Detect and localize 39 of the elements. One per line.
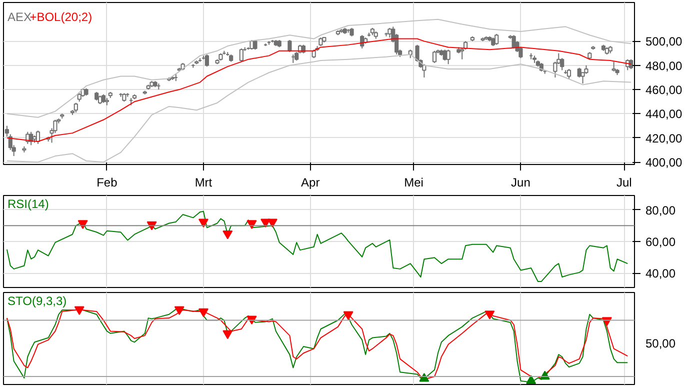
text: 50,00 (646, 336, 676, 351)
y-tick-label: 60,00 (646, 235, 676, 249)
point (484, 310, 495, 320)
candlestick (566, 68, 572, 80)
y-tick-label: 80,00 (646, 203, 676, 218)
point (222, 330, 233, 340)
point (198, 218, 208, 228)
point (198, 308, 208, 318)
point (419, 372, 430, 382)
candlestick (74, 102, 78, 114)
x-tick-label: Jul (616, 176, 632, 190)
candlestick (432, 50, 437, 64)
text: RSI(14) (8, 196, 49, 211)
x-tick-label: Mrt (194, 176, 213, 190)
text: +BOL(20;2) (30, 10, 92, 24)
y-tick-label: 480,00 (646, 58, 683, 73)
y-tick-label: 500,00 (646, 34, 683, 49)
point (78, 220, 88, 229)
x-tick-label: Mei (404, 176, 424, 190)
series-label: STO(9,3,3) (8, 294, 67, 308)
y-tick-label: 440,00 (646, 107, 683, 122)
point (526, 375, 536, 384)
point (222, 230, 233, 240)
y-tick-label: 40,00 (646, 266, 676, 281)
candlestick (494, 33, 499, 46)
x-tick-label: Apr (301, 176, 320, 190)
y-tick-label: 460,00 (646, 83, 683, 98)
candlestick (560, 58, 564, 71)
candlestick (388, 27, 392, 38)
candlestick (629, 58, 634, 70)
point (343, 311, 354, 320)
point (246, 220, 257, 229)
y-tick-label: 400,00 (646, 156, 683, 170)
x-tick-label: Feb (96, 176, 118, 190)
text: AEX (8, 10, 32, 24)
y-tick-label: 420,00 (646, 131, 683, 146)
point (267, 218, 278, 228)
x-tick-label: Jun (511, 176, 530, 190)
candlestick (446, 49, 450, 65)
